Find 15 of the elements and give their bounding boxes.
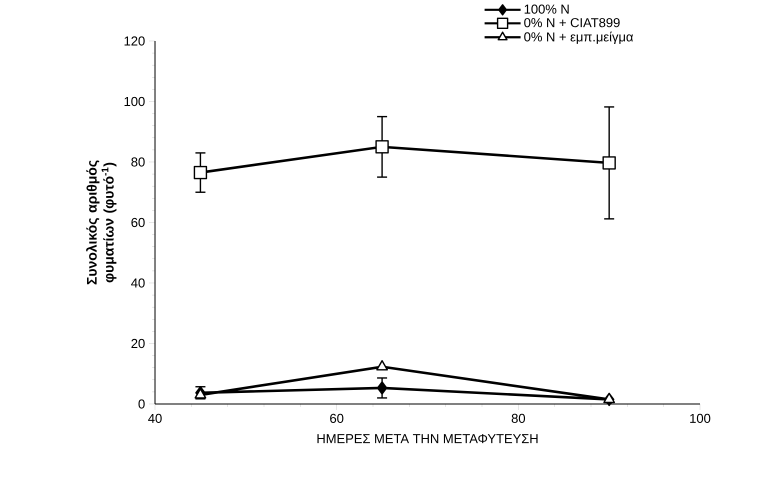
x-tick-label: 80: [512, 414, 526, 423]
y-tick-label: 20: [131, 338, 145, 348]
y-tick-label: 80: [131, 157, 145, 167]
x-tick-label: 60: [330, 414, 344, 423]
legend-label: 0% N + CIAT899: [524, 18, 620, 28]
legend-label: 100% N: [524, 4, 569, 14]
y-tick-label: 40: [131, 278, 145, 288]
x-tick-label: 40: [148, 414, 162, 423]
x-axis-title: ΗΜΕΡΕΣ ΜΕΤΑ ΤΗΝ ΜΕΤΑΦΥΤΕΥΣΗ: [317, 434, 538, 444]
legend-label: 0% N + εμπ.μείγμα: [524, 32, 634, 44]
y-tick-label: 0: [138, 399, 145, 409]
y-tick-label: 60: [131, 218, 145, 228]
x-tick-label: 100: [690, 414, 710, 423]
y-tick-label: 100: [124, 96, 145, 106]
y-tick-label: 120: [124, 36, 145, 46]
